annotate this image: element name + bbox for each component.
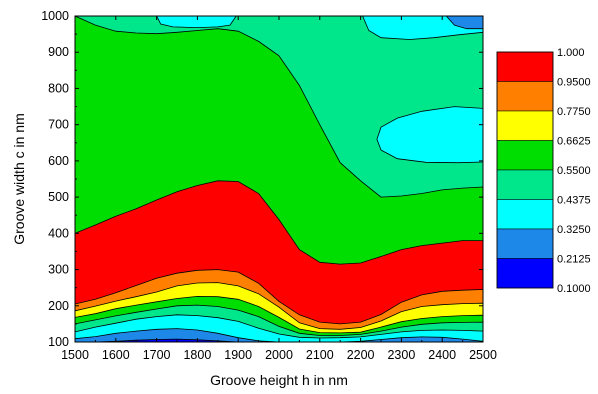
legend-label: 0.5500 xyxy=(557,165,591,177)
x-tick-label: 1900 xyxy=(224,348,252,362)
y-axis-title: Groove width c in nm xyxy=(11,113,27,245)
y-tick-label: 500 xyxy=(48,190,69,204)
legend-label: 0.7750 xyxy=(557,106,591,118)
contour-region-cyan-top xyxy=(156,16,237,29)
x-tick-label: 1800 xyxy=(183,348,211,362)
legend-swatch xyxy=(496,169,554,200)
y-tick-label: 300 xyxy=(48,263,69,277)
legend-swatch xyxy=(496,258,554,289)
y-tick-label: 200 xyxy=(48,299,69,313)
y-tick-label: 1000 xyxy=(41,9,69,23)
axes: 1500 1600 1700 1800 1900 2000 2100 2200 2300 2400… xyxy=(41,9,497,362)
y-tick-label: 100 xyxy=(48,335,69,349)
y-tick-label: 900 xyxy=(48,45,69,59)
contour-band-lower-0.2125 xyxy=(75,328,483,342)
x-tick-label: 1500 xyxy=(61,348,89,362)
y-tick-label: 600 xyxy=(48,154,69,168)
legend-label: 0.9500 xyxy=(557,77,591,89)
y-tick-label: 800 xyxy=(48,81,69,95)
legend-label: 1.000 xyxy=(557,47,585,59)
legend-label: 0.4375 xyxy=(557,195,591,207)
legend-label: 0.6625 xyxy=(557,136,591,148)
contour-plot-area xyxy=(75,16,483,342)
x-tick-label: 2100 xyxy=(306,348,334,362)
legend-label: 0.3250 xyxy=(557,224,591,236)
x-tick-label: 2500 xyxy=(469,348,497,362)
legend-swatch xyxy=(496,51,554,82)
legend-swatch xyxy=(496,140,554,171)
legend-swatch xyxy=(496,81,554,112)
legend-swatch xyxy=(496,199,554,230)
x-tick-label: 2000 xyxy=(265,348,293,362)
x-tick-label: 2200 xyxy=(347,348,375,362)
legend-label: 0.1000 xyxy=(557,283,591,295)
legend-swatch xyxy=(496,110,554,141)
contour-region-cyan-right xyxy=(376,106,483,164)
legend-frame xyxy=(496,51,554,289)
x-tick-label: 2300 xyxy=(387,348,415,362)
y-tick-label: 700 xyxy=(48,118,69,132)
legend-swatch xyxy=(496,228,554,259)
x-tick-label: 2400 xyxy=(428,348,456,362)
x-tick-label: 1700 xyxy=(143,348,171,362)
x-axis-title: Groove height h in nm xyxy=(210,372,348,388)
contour-region-blue-corner xyxy=(445,16,483,30)
legend-label: 0.2125 xyxy=(557,254,591,266)
x-tick-label: 1600 xyxy=(102,348,130,362)
color-legend: 1.000 0.9500 0.7750 0.6625 0.5500 0.4375 0.325… xyxy=(496,47,591,295)
y-tick-label: 400 xyxy=(48,226,69,240)
